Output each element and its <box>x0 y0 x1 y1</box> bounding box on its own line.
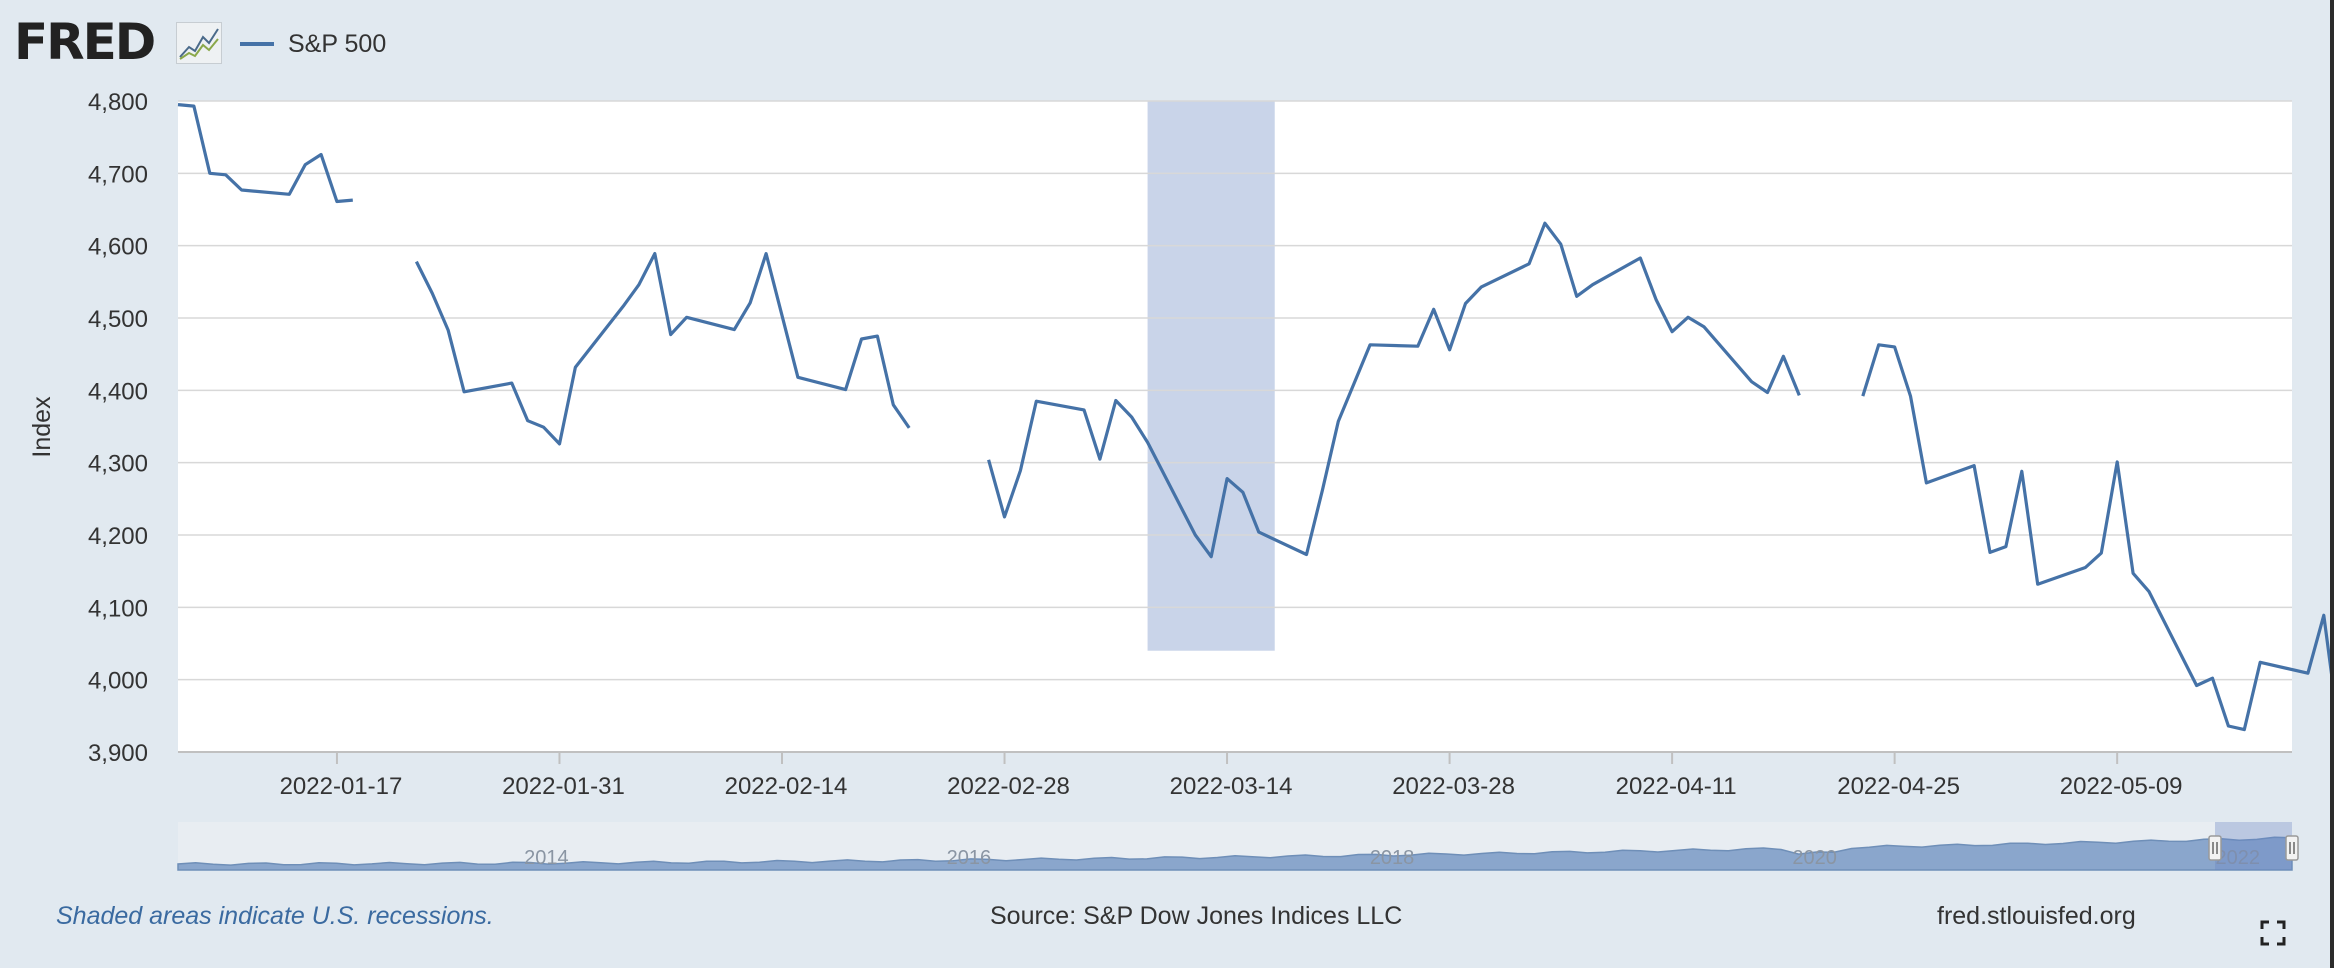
series-s-p-500 <box>177 103 2334 732</box>
navigator-year-label: 2016 <box>947 847 992 869</box>
y-tick-label: 4,700 <box>88 161 148 188</box>
window-edge <box>2330 0 2334 968</box>
chart-line-icon <box>176 22 222 64</box>
y-tick-label: 4,500 <box>88 306 148 333</box>
navigator-area <box>177 836 2293 871</box>
series-line <box>987 221 1801 559</box>
y-tick-label: 4,200 <box>88 523 148 550</box>
y-axis: 3,900 4,000 4,100 4,200 4,300 4,400 4,500 4,600… <box>88 89 148 767</box>
x-tick-label: 2022-05-09 <box>2060 773 2183 800</box>
x-tick-label: 2022-04-11 <box>1616 773 1737 800</box>
series-line <box>177 103 353 204</box>
navigator-year-label: 2020 <box>1792 847 1837 869</box>
range-navigator[interactable]: 2014 2016 2018 2020 2022 <box>177 822 2299 871</box>
recession-shading <box>1147 101 1275 651</box>
navigator-handle-right[interactable] <box>2285 835 2299 861</box>
navigator-selection <box>2215 822 2292 870</box>
fred-logo[interactable]: FRED <box>14 13 156 71</box>
legend-swatch <box>240 42 274 46</box>
legend-label: S&P 500 <box>288 29 387 58</box>
y-tick-label: 3,900 <box>88 740 148 767</box>
y-tick-label: 4,600 <box>88 234 148 261</box>
navigator-year-label: 2022 <box>2216 847 2261 869</box>
legend[interactable]: S&P 500 <box>240 24 386 64</box>
x-tick-label: 2022-01-31 <box>502 773 625 800</box>
y-tick-label: 4,300 <box>88 451 148 478</box>
x-tick-label: 2022-02-14 <box>725 773 848 800</box>
fullscreen-icon[interactable] <box>2260 920 2286 946</box>
x-axis: 2022-01-17 2022-01-31 2022-02-14 2022-02-28… <box>178 751 2292 800</box>
x-tick-label: 2022-02-28 <box>947 773 1070 800</box>
x-tick-label: 2022-04-25 <box>1837 773 1960 800</box>
y-tick-label: 4,400 <box>88 378 148 405</box>
series-line <box>1861 343 2334 732</box>
gridlines <box>178 100 2292 753</box>
recession-band <box>1147 101 1275 651</box>
y-tick-label: 4,000 <box>88 668 148 695</box>
x-tick-label: 2022-03-14 <box>1170 773 1293 800</box>
x-tick-label: 2022-01-17 <box>280 773 403 800</box>
navigator-year-label: 2014 <box>524 847 569 869</box>
x-tick-label: 2022-03-28 <box>1392 773 1515 800</box>
recession-note: Shaded areas indicate U.S. recessions. <box>56 902 494 930</box>
y-tick-label: 4,800 <box>88 89 148 116</box>
y-axis-label: Index <box>28 396 56 458</box>
navigator-handle-left[interactable] <box>2208 835 2222 861</box>
navigator-year-label: 2018 <box>1370 847 1415 869</box>
y-tick-label: 4,100 <box>88 595 148 622</box>
series-line <box>414 252 911 446</box>
source-text: Source: S&P Dow Jones Indices LLC <box>990 902 1403 930</box>
site-link[interactable]: fred.stlouisfed.org <box>1937 902 2136 930</box>
